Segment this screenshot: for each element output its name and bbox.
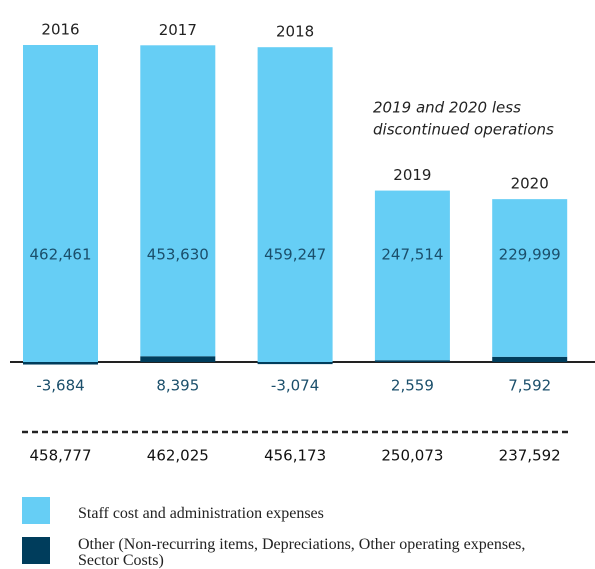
legend-swatch [22,497,50,524]
category-label: 2020 [511,175,549,193]
value-label: 229,999 [499,246,561,264]
value-label: 8,395 [156,377,199,395]
value-label: 2,559 [391,377,434,395]
category-label: 2018 [276,23,314,41]
bar-segment [374,190,450,361]
value-label: 7,592 [508,377,551,395]
bar-segment [492,356,568,362]
legend-label: Staff cost and administration expenses [78,505,324,522]
legend-swatch [22,537,50,564]
annotation: 2019 and 2020 less [373,99,521,117]
value-label: 247,514 [381,246,443,264]
total-label: 458,777 [29,447,91,465]
bar-segment [492,199,568,357]
value-label: 459,247 [264,246,326,264]
bar-segment [140,45,216,357]
annotation: discontinued operations [373,121,554,139]
category-label: 2017 [159,21,197,39]
bar-segment [374,360,450,362]
value-label: -3,074 [271,377,319,395]
bar-segment [23,362,98,365]
value-label: -3,684 [36,377,84,395]
total-label: 237,592 [499,447,561,465]
bar-segment [140,356,216,362]
chart: 2019 and 2020 less discontinued operatio… [10,21,595,465]
value-label: 462,461 [29,246,91,264]
bar-segment [257,362,333,365]
total-label: 462,025 [147,447,209,465]
value-label: 453,630 [147,246,209,264]
bar-segment [23,45,98,362]
total-label: 250,073 [381,447,443,465]
bar-segment [257,47,333,363]
category-label: 2016 [41,21,79,39]
legend-label: Other (Non-recurring items, Depreciation… [78,536,526,569]
category-label: 2019 [393,166,431,184]
total-label: 456,173 [264,447,326,465]
